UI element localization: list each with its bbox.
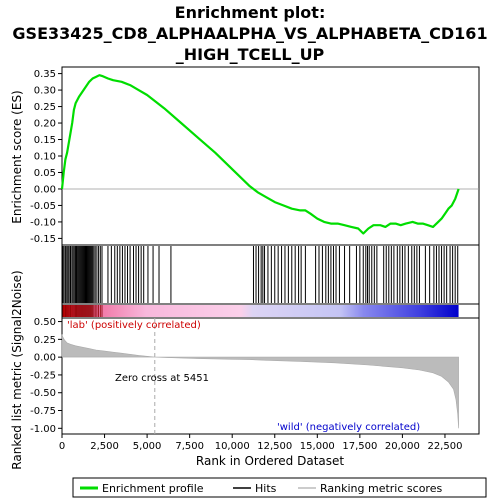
legend-hits-label: Hits [255,482,277,495]
enrichment-profile-line [60,74,460,235]
chart-title-line-1: Enrichment plot: [175,3,326,22]
x-tick-label: 2,500 [90,441,119,452]
legend-ranking-label: Ranking metric scores [320,482,442,495]
x-tick-label: 20,000 [385,441,420,452]
x-axis-title: Rank in Ordered Dataset [196,454,344,468]
metric-panel-frame [61,317,480,435]
rank-x-axis: 0 2,500 5,000 7,500 10,000 12,500 15,000 17,500… [59,434,462,452]
metric-y-tick-label: 0.50 [34,317,56,328]
ranking-metric-series [61,334,459,429]
zero-cross-label: Zero cross at 5451 [115,373,209,384]
x-tick-label: 17,500 [342,441,377,452]
ranking-gradient-bar [62,305,459,317]
es-y-tick-label: 0.15 [34,135,56,146]
enrichment-profile-series [60,74,460,235]
metric-y-tick-label: 0.25 [34,335,56,346]
es-y-tick-label: 0.05 [34,168,56,179]
legend: Enrichment profile Hits Ranking metric s… [72,477,487,498]
chart-title-line-3: _HIGH_TCELL_UP [176,45,325,64]
metric-y-axis: -1.00 -0.75 -0.50 -0.25 0.00 0.25 0.50 [30,317,62,435]
es-y-tick-label: -0.15 [30,234,56,245]
x-tick-label: 5,000 [133,441,162,452]
gradient-fill [63,305,459,317]
x-tick-label: 15,000 [300,441,335,452]
es-axis-title: Enrichment score (ES) [10,90,24,223]
x-tick-label: 12,500 [257,441,292,452]
es-y-tick-label: 0.25 [34,102,56,113]
legend-enrichment-label: Enrichment profile [102,482,204,495]
es-y-tick-label: 0.20 [34,119,56,130]
es-y-tick-label: 0.00 [34,184,56,195]
metric-y-tick-label: -0.75 [30,406,56,417]
x-tick-label: 0 [59,441,65,452]
es-y-tick-label: -0.10 [30,217,56,228]
metric-y-tick-label: -0.50 [30,388,56,399]
es-y-tick-label: 0.10 [34,152,56,163]
positive-correlation-label: 'lab' (positively correlated) [67,320,201,331]
ranking-metric-area [61,334,459,429]
metric-y-tick-label: -1.00 [30,424,56,435]
x-tick-label: 7,500 [175,441,204,452]
es-y-tick-label: 0.30 [34,86,56,97]
metric-y-tick-label: 0.00 [34,353,56,364]
negative-correlation-label: 'wild' (negatively correlated) [277,422,420,433]
es-y-tick-label: 0.35 [34,69,56,80]
hit-markers [62,246,459,303]
legend-frame [72,477,487,498]
es-panel-frame [61,66,480,246]
metric-axis-title: Ranked list metric (Signal2Noise) [10,270,24,469]
x-tick-label: 10,000 [215,441,250,452]
es-y-tick-label: -0.05 [30,201,56,212]
chart-title-line-2: GSE33425_CD8_ALPHAALPHA_VS_ALPHABETA_CD1… [12,24,487,43]
metric-y-tick-label: -0.25 [30,370,56,381]
es-y-axis: -0.15 -0.10 -0.05 0.00 0.05 0.10 0.15 0.20 0.25 0… [30,69,479,245]
x-tick-label: 22,500 [427,441,462,452]
